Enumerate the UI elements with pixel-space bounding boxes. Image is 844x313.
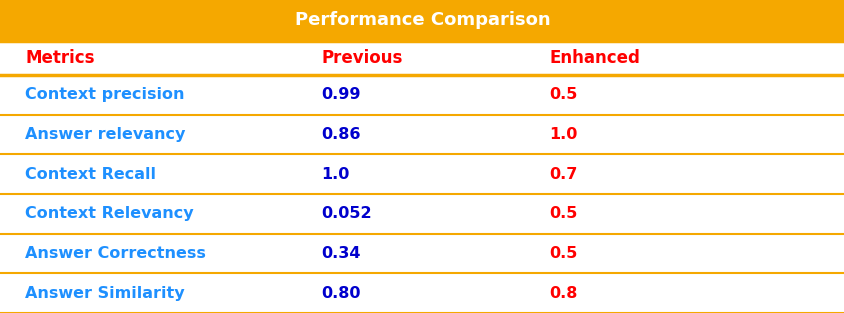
Text: 0.5: 0.5 bbox=[549, 87, 577, 102]
Text: 0.99: 0.99 bbox=[321, 87, 360, 102]
Text: Context Recall: Context Recall bbox=[25, 167, 156, 182]
Text: 0.8: 0.8 bbox=[549, 286, 577, 301]
Text: Context Relevancy: Context Relevancy bbox=[25, 206, 194, 221]
Text: 0.86: 0.86 bbox=[321, 127, 360, 142]
Text: Enhanced: Enhanced bbox=[549, 49, 640, 67]
Text: 0.80: 0.80 bbox=[321, 286, 360, 301]
FancyBboxPatch shape bbox=[0, 0, 844, 41]
Text: Answer relevancy: Answer relevancy bbox=[25, 127, 186, 142]
Text: 0.5: 0.5 bbox=[549, 206, 577, 221]
Text: 0.34: 0.34 bbox=[321, 246, 360, 261]
Text: 0.5: 0.5 bbox=[549, 246, 577, 261]
Text: Answer Similarity: Answer Similarity bbox=[25, 286, 185, 301]
Text: Answer Correctness: Answer Correctness bbox=[25, 246, 206, 261]
Text: Previous: Previous bbox=[321, 49, 402, 67]
Text: 0.052: 0.052 bbox=[321, 206, 371, 221]
Text: 1.0: 1.0 bbox=[549, 127, 577, 142]
Text: Context precision: Context precision bbox=[25, 87, 185, 102]
Text: Performance Comparison: Performance Comparison bbox=[295, 11, 549, 29]
Text: 0.7: 0.7 bbox=[549, 167, 577, 182]
Text: 1.0: 1.0 bbox=[321, 167, 349, 182]
Text: Metrics: Metrics bbox=[25, 49, 95, 67]
